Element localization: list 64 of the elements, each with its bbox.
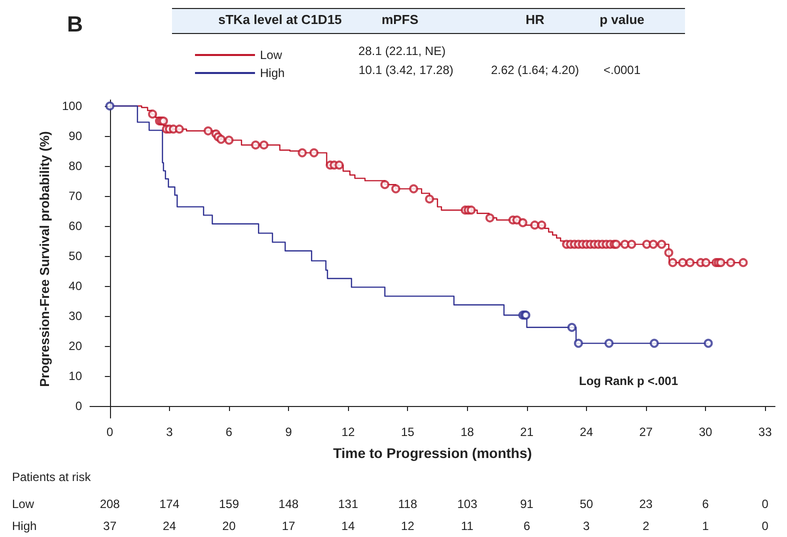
text: Low bbox=[12, 497, 34, 511]
text: p value bbox=[600, 12, 644, 27]
y-tick-label: 100 bbox=[62, 99, 82, 113]
text: 159 bbox=[218, 497, 239, 511]
y-tick-label: 50 bbox=[68, 249, 82, 263]
text: 0 bbox=[762, 519, 768, 533]
y-tick-label: 60 bbox=[68, 219, 82, 233]
text: 24 bbox=[162, 519, 176, 533]
x-tick-label: 33 bbox=[758, 425, 772, 439]
x-tick-label: 6 bbox=[226, 425, 233, 439]
x-axis-title: Time to Progression (months) bbox=[333, 445, 532, 461]
text: <.0001 bbox=[603, 63, 641, 77]
text: HR bbox=[526, 12, 544, 27]
text: sTKa level at C1D15 bbox=[218, 12, 342, 27]
y-tick-label: 30 bbox=[68, 309, 82, 323]
text: 148 bbox=[278, 497, 299, 511]
legend-label: Low bbox=[260, 48, 282, 62]
text: Patients at risk bbox=[12, 470, 91, 484]
text: 6 bbox=[523, 519, 530, 533]
text: 118 bbox=[398, 497, 418, 511]
y-tick-label: 90 bbox=[68, 129, 82, 143]
text: 0 bbox=[762, 497, 768, 511]
y-tick-label: 20 bbox=[68, 339, 82, 353]
y-tick-label: 40 bbox=[68, 279, 82, 293]
x-tick-label: 3 bbox=[166, 425, 174, 439]
x-tick-label: 24 bbox=[580, 425, 594, 439]
y-axis-title: Progression-Free Survival probability (%) bbox=[37, 131, 52, 387]
text: 3 bbox=[583, 519, 590, 533]
text: 1 bbox=[702, 519, 709, 533]
text: 2 bbox=[642, 519, 650, 533]
text: 11 bbox=[461, 519, 474, 533]
legend-label: High bbox=[260, 66, 285, 80]
y-tick-label: 80 bbox=[68, 159, 82, 173]
chart-title: B bbox=[67, 12, 83, 36]
text: 10.1 (3.42, 17.28) bbox=[358, 63, 454, 77]
text: 91 bbox=[520, 497, 534, 511]
x-tick-label: 9 bbox=[285, 425, 292, 439]
text: 14 bbox=[341, 519, 355, 533]
x-tick-label: 27 bbox=[639, 425, 653, 439]
y-tick-label: 70 bbox=[68, 189, 82, 203]
text: High bbox=[12, 519, 37, 533]
text: 12 bbox=[400, 519, 414, 533]
text: 50 bbox=[580, 497, 594, 511]
text: mPFS bbox=[382, 12, 418, 27]
text: 23 bbox=[639, 497, 653, 511]
x-tick-label: 12 bbox=[341, 425, 356, 439]
text: 6 bbox=[702, 497, 709, 511]
x-tick-label: 21 bbox=[520, 425, 534, 439]
text: 37 bbox=[103, 519, 117, 533]
annotation: Log Rank p <.001 bbox=[579, 374, 678, 388]
x-tick-label: 18 bbox=[460, 425, 474, 439]
x-tick-label: 30 bbox=[698, 425, 712, 439]
x-tick-label: 0 bbox=[106, 425, 114, 439]
x-tick-label: 15 bbox=[401, 425, 415, 439]
text: 174 bbox=[159, 497, 180, 511]
text: 131 bbox=[338, 497, 358, 511]
text: 28.1 (22.11, NE) bbox=[358, 44, 446, 58]
y-tick-label: 0 bbox=[75, 399, 82, 413]
text: 103 bbox=[457, 497, 478, 511]
text: 2.62 (1.64; 4.20) bbox=[490, 63, 580, 77]
y-tick-label: 10 bbox=[68, 369, 82, 383]
text: 208 bbox=[100, 497, 120, 511]
text: 20 bbox=[222, 519, 236, 533]
text: 17 bbox=[282, 519, 296, 533]
